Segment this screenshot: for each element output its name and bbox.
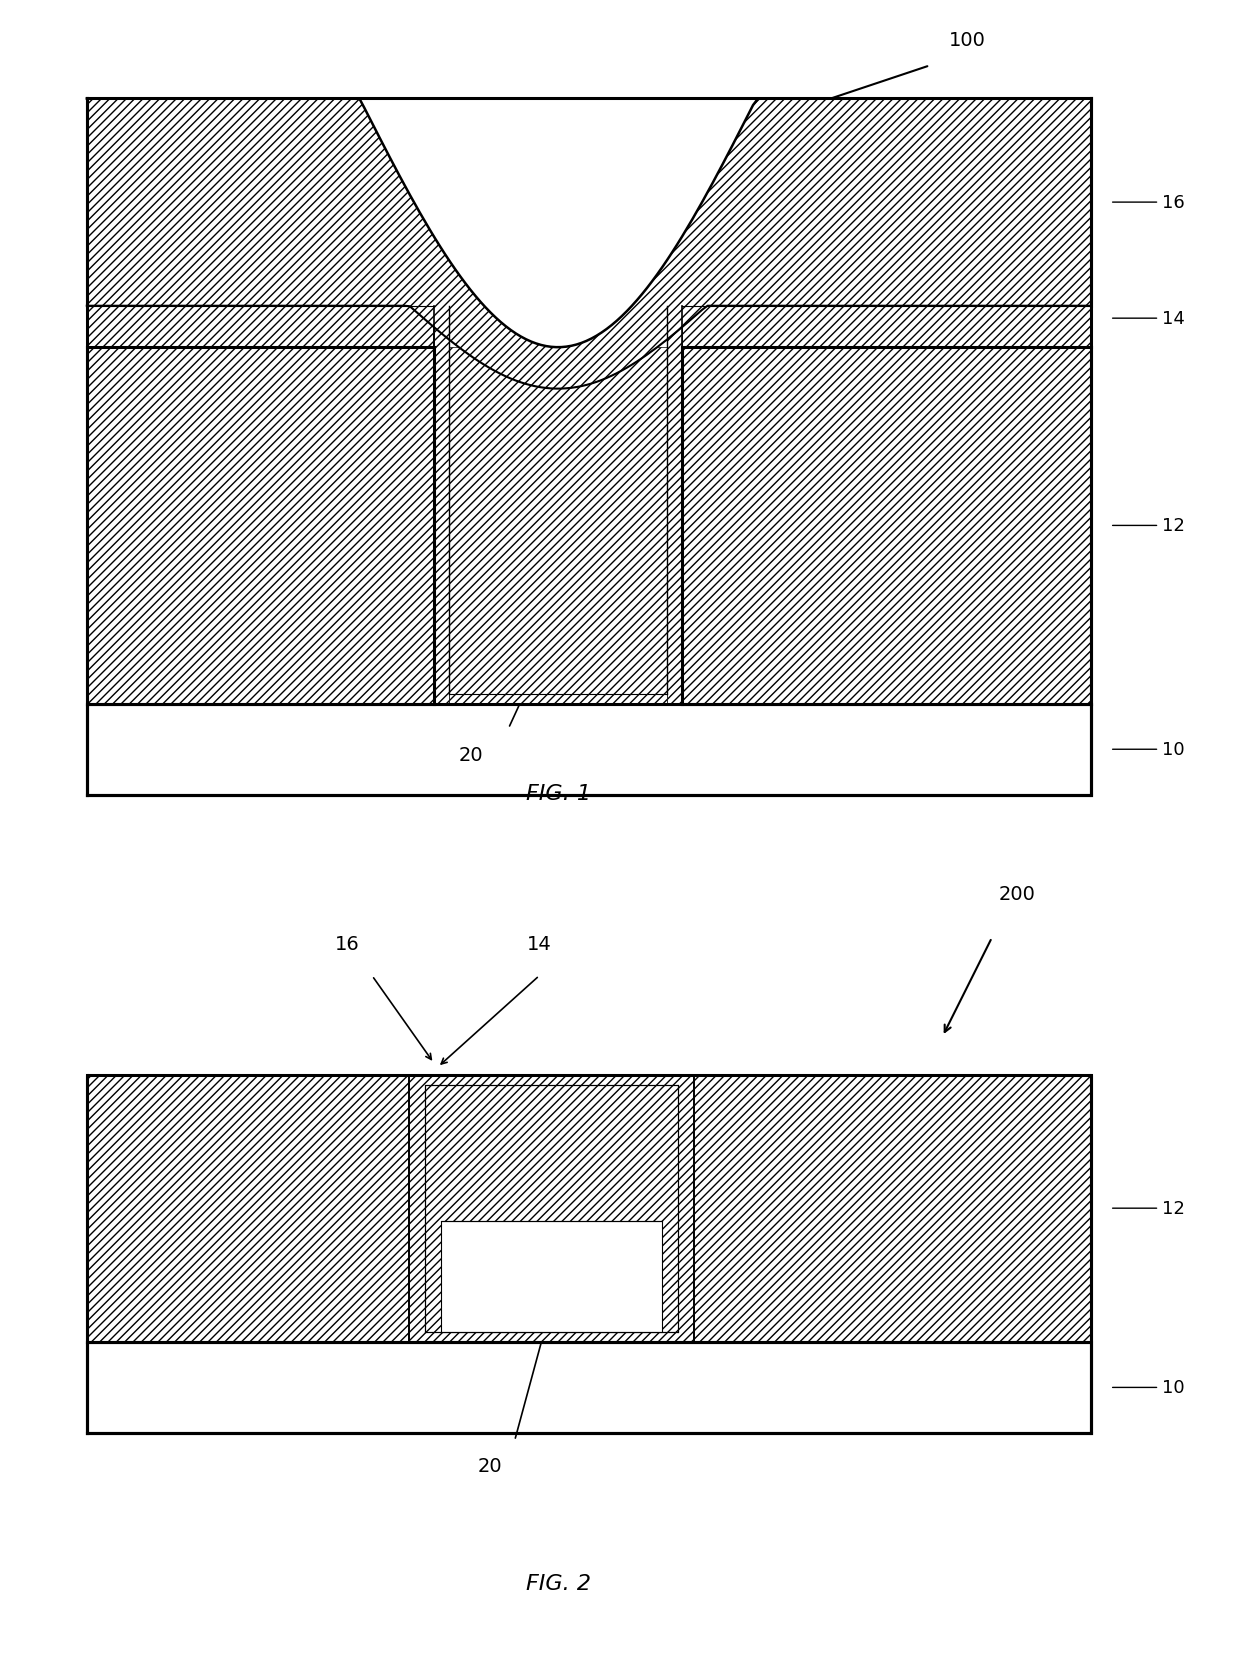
Bar (87, 307, 434, 348)
Text: FIG. 2: FIG. 2 (526, 1574, 590, 1594)
Text: FIG. 1: FIG. 1 (526, 784, 590, 804)
Polygon shape (87, 99, 1091, 389)
Bar (409, 1075, 694, 1342)
Bar (449, 348, 667, 694)
Polygon shape (87, 99, 1091, 389)
Text: 20: 20 (477, 1457, 502, 1475)
Text: 12: 12 (1162, 1200, 1184, 1218)
Text: 16: 16 (335, 935, 360, 953)
Text: 10: 10 (1162, 741, 1184, 759)
Text: 20: 20 (459, 746, 484, 764)
Text: 14: 14 (527, 935, 552, 953)
Text: 200: 200 (998, 885, 1035, 903)
Bar (87, 704, 1091, 795)
Bar (434, 348, 682, 704)
Text: 12: 12 (1162, 517, 1184, 535)
Bar (425, 1085, 678, 1332)
Bar (87, 1342, 1091, 1433)
Bar (667, 307, 682, 704)
Text: 14: 14 (1162, 310, 1184, 328)
Text: 10: 10 (1162, 1379, 1184, 1397)
Bar (87, 1075, 1091, 1342)
Bar (682, 307, 1091, 348)
Text: 16: 16 (1162, 194, 1184, 212)
Bar (441, 1221, 662, 1332)
Bar (449, 694, 667, 704)
Bar (682, 348, 1091, 704)
Bar (87, 348, 434, 704)
Text: 100: 100 (949, 31, 986, 50)
Bar (409, 1075, 694, 1342)
Bar (434, 307, 449, 704)
